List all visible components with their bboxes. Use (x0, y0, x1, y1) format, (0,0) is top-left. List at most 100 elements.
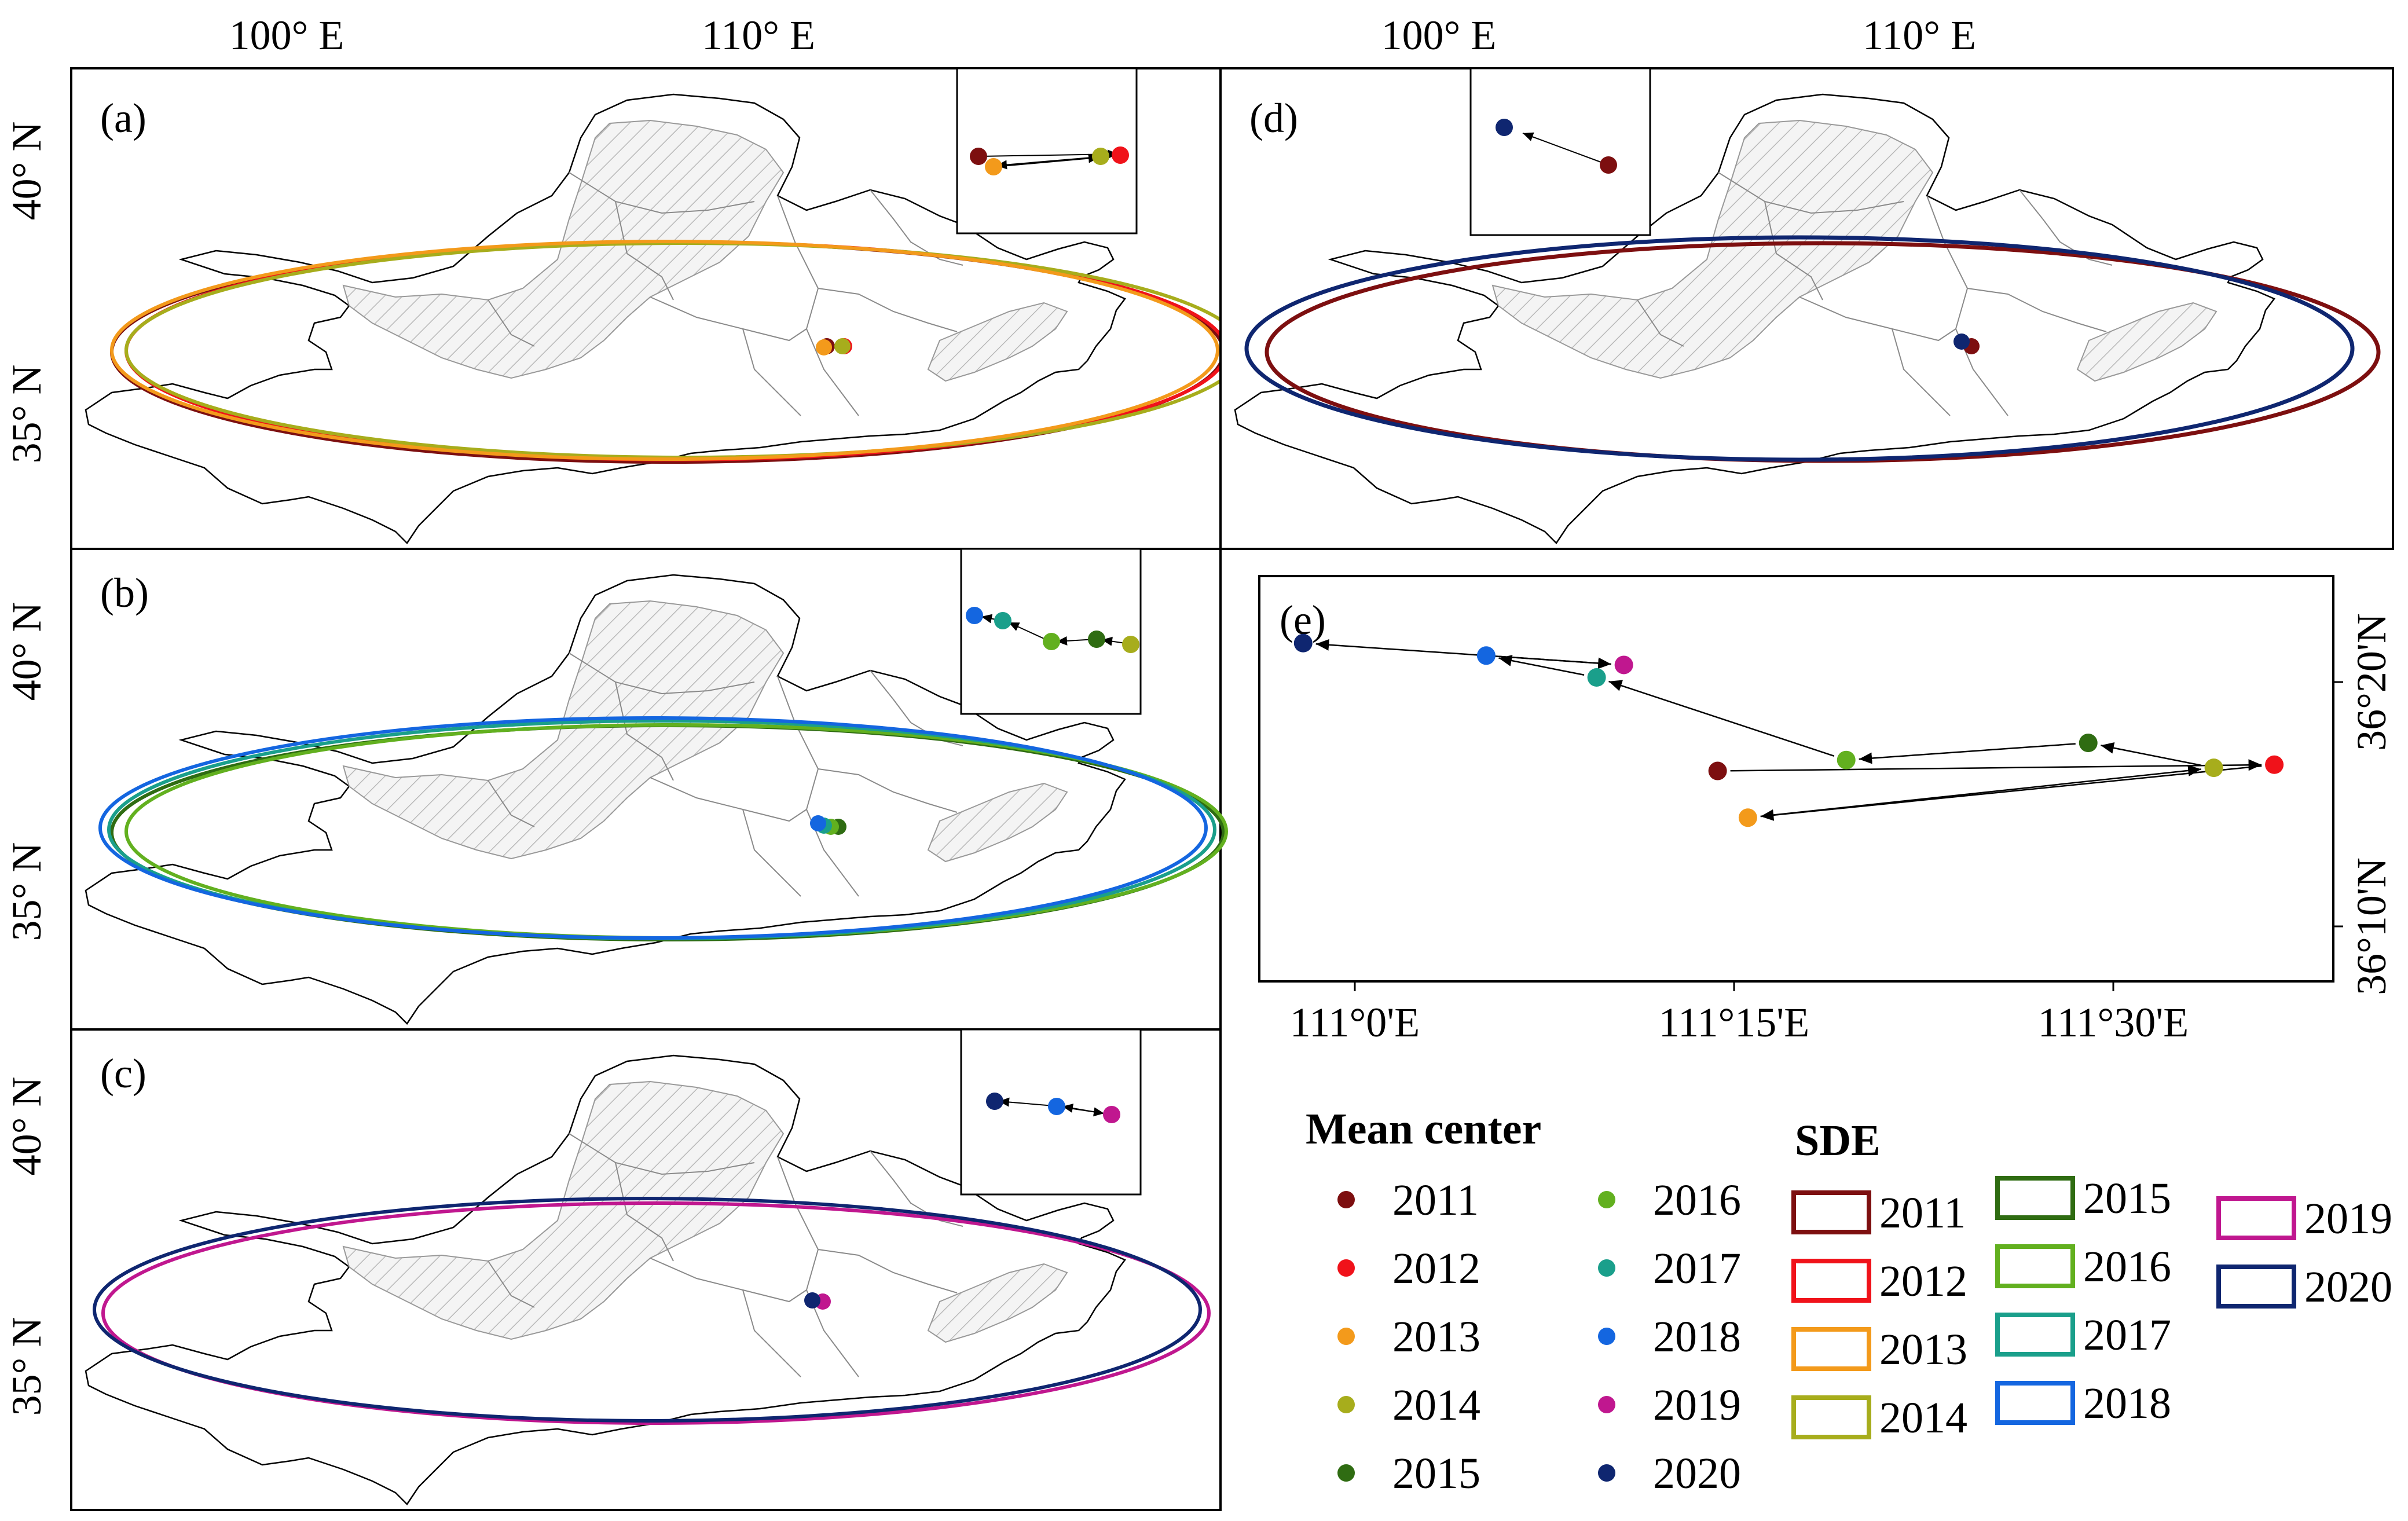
legend-sde-label-2017: 2017 (2083, 1311, 2171, 1359)
trajectory-point-2013 (1738, 808, 1757, 827)
y-tick-36-10: 36°10'N (2348, 857, 2395, 995)
lat-tick-40-a: 40° N (3, 122, 50, 221)
trajectory-point-2011 (1708, 761, 1727, 780)
legend-box-2014 (1791, 1395, 1871, 1439)
legend-label-2018: 2018 (1653, 1313, 1741, 1361)
mean-center-2018 (810, 815, 826, 831)
inset-center-2011 (1600, 156, 1617, 174)
x-tick-111-30: 111°30'E (2038, 999, 2189, 1046)
legend-box-2018 (1995, 1381, 2075, 1425)
panel-d-inset (1469, 67, 1651, 236)
top-lon-ticks-left: 100° E 110° E (229, 12, 815, 58)
legend-box-2017 (1995, 1313, 2075, 1357)
inset-arrow-2013-2014 (995, 153, 1099, 167)
trajectory-arrow-2011-2012 (1730, 759, 2262, 772)
x-tick-111-15: 111°15'E (1659, 999, 1809, 1046)
trajectory-point-2020 (1293, 633, 1313, 653)
top-lon-ticks-right: 100° E 110° E (1381, 12, 1976, 58)
legend-label-2015: 2015 (1392, 1449, 1480, 1498)
sde-2018 (98, 716, 1208, 940)
trajectory-arrow-2013-2014 (1760, 764, 2201, 818)
panel-b-centers (810, 815, 846, 835)
inset-center-2018 (1048, 1098, 1065, 1115)
legend-label-2017: 2017 (1653, 1244, 1741, 1293)
legend-dot-2018 (1598, 1328, 1615, 1345)
trajectory-arrow-2014-2015 (2101, 742, 2202, 767)
panel-c: (c) (70, 1028, 1222, 1511)
panel-c-inset (960, 1028, 1142, 1196)
trajectory-point-2017 (1587, 668, 1606, 687)
inset-center-2019 (1103, 1106, 1120, 1123)
legend-label-2011: 2011 (1392, 1176, 1479, 1225)
mean-center-2020 (804, 1292, 820, 1309)
legend-box-2020 (2216, 1265, 2296, 1309)
panel-e: (e) 111°0'E 111°15'E 111°30'E 36°20'N 36… (1258, 575, 2395, 1046)
legend-sde-items: 2011 2012 2013 2014 2015 2016 2017 2018 2019 2020 (1791, 1174, 2392, 1442)
trajectory-arrow-2016-2017 (1608, 680, 1835, 757)
panel-d-ellipses (1244, 235, 2381, 463)
inset-arrow-2011-2020 (1522, 132, 1606, 164)
lon-tick-110-right: 110° E (1863, 12, 1976, 58)
legend-dot-2015 (1337, 1464, 1355, 1482)
trajectory-arrow-2019-2020 (1315, 639, 1611, 665)
inset-center-2012 (1112, 146, 1129, 164)
legend-dot-2017 (1598, 1259, 1615, 1277)
legend-label-2014: 2014 (1392, 1381, 1480, 1430)
inset-arrow-2016-2017 (1008, 622, 1051, 642)
panel-d-label: (d) (1249, 95, 1298, 141)
panel-c-centers (804, 1292, 831, 1310)
legend-dot-2012 (1337, 1259, 1355, 1277)
panel-e-y-ticks: 36°20'N 36°10'N (2333, 613, 2395, 995)
legend-sde-title: SDE (1795, 1116, 1881, 1165)
legend-label-2020: 2020 (1653, 1449, 1741, 1498)
panel-a: (a) (70, 67, 1245, 550)
legend-dot-2020 (1598, 1464, 1615, 1482)
trajectory-arrow-2015-2016 (1859, 743, 2076, 764)
inset-center-2013 (985, 158, 1002, 175)
trajectory-arrows (1315, 639, 2262, 821)
legend-sde-label-2018: 2018 (2083, 1379, 2171, 1428)
lat-tick-40-b: 40° N (3, 602, 50, 701)
trajectory-point-2014 (2204, 758, 2223, 778)
panel-a-label: (a) (100, 95, 146, 141)
panel-d-centers (1953, 333, 1980, 354)
lat-tick-35-c: 35° N (3, 1317, 50, 1416)
inset-center-2018 (966, 607, 983, 624)
mean-center-2014 (834, 338, 851, 354)
inset-arrow-2019-2020 (998, 1097, 1054, 1107)
legend-sde-label-2020: 2020 (2304, 1263, 2392, 1311)
panel-b: (b) (70, 548, 1228, 1031)
legend-label-2019: 2019 (1653, 1381, 1741, 1430)
panel-c-label: (c) (100, 1050, 146, 1097)
inset-center-2014 (1092, 148, 1109, 165)
lat-tick-35-b: 35° N (3, 842, 50, 941)
trajectory-point-2015 (2079, 734, 2098, 753)
y-tick-36-20: 36°20'N (2348, 613, 2395, 751)
panel-b-ellipses (98, 716, 1228, 941)
trajectory-points (1293, 633, 2284, 827)
legend-sde-label-2015: 2015 (2083, 1174, 2171, 1223)
legend-box-2015 (1995, 1176, 2075, 1220)
sde-2020-d (1244, 235, 2355, 462)
inset-center-2014 (1122, 636, 1139, 653)
mean-center-2020-d (1953, 333, 1970, 350)
legend-dot-2019 (1598, 1396, 1615, 1413)
trajectory-point-2018 (1476, 646, 1496, 665)
inset-center-2011 (970, 148, 987, 165)
legend-dot-2011 (1337, 1191, 1355, 1208)
lat-tick-35-a: 35° N (3, 365, 50, 464)
inset-center-2015 (1088, 631, 1105, 648)
panel-b-inset (960, 548, 1142, 715)
legend-dot-2016 (1598, 1191, 1615, 1208)
lon-tick-110: 110° E (702, 12, 815, 58)
panel-b-label: (b) (100, 570, 149, 616)
inset-center-2017 (994, 612, 1011, 629)
inset-center-2020 (1496, 119, 1513, 136)
lon-tick-100-right: 100° E (1381, 12, 1497, 58)
panel-c-ellipses (93, 1197, 1211, 1425)
left-lat-ticks: 40° N 35° N 40° N 35° N 40° N 35° N (3, 122, 50, 1416)
legend-sde: SDE 2011 2012 2013 2014 2015 2016 2017 2018 2019… (1791, 1116, 2392, 1442)
trajectory-point-2016 (1837, 750, 1856, 769)
legend-box-2012 (1791, 1259, 1871, 1303)
